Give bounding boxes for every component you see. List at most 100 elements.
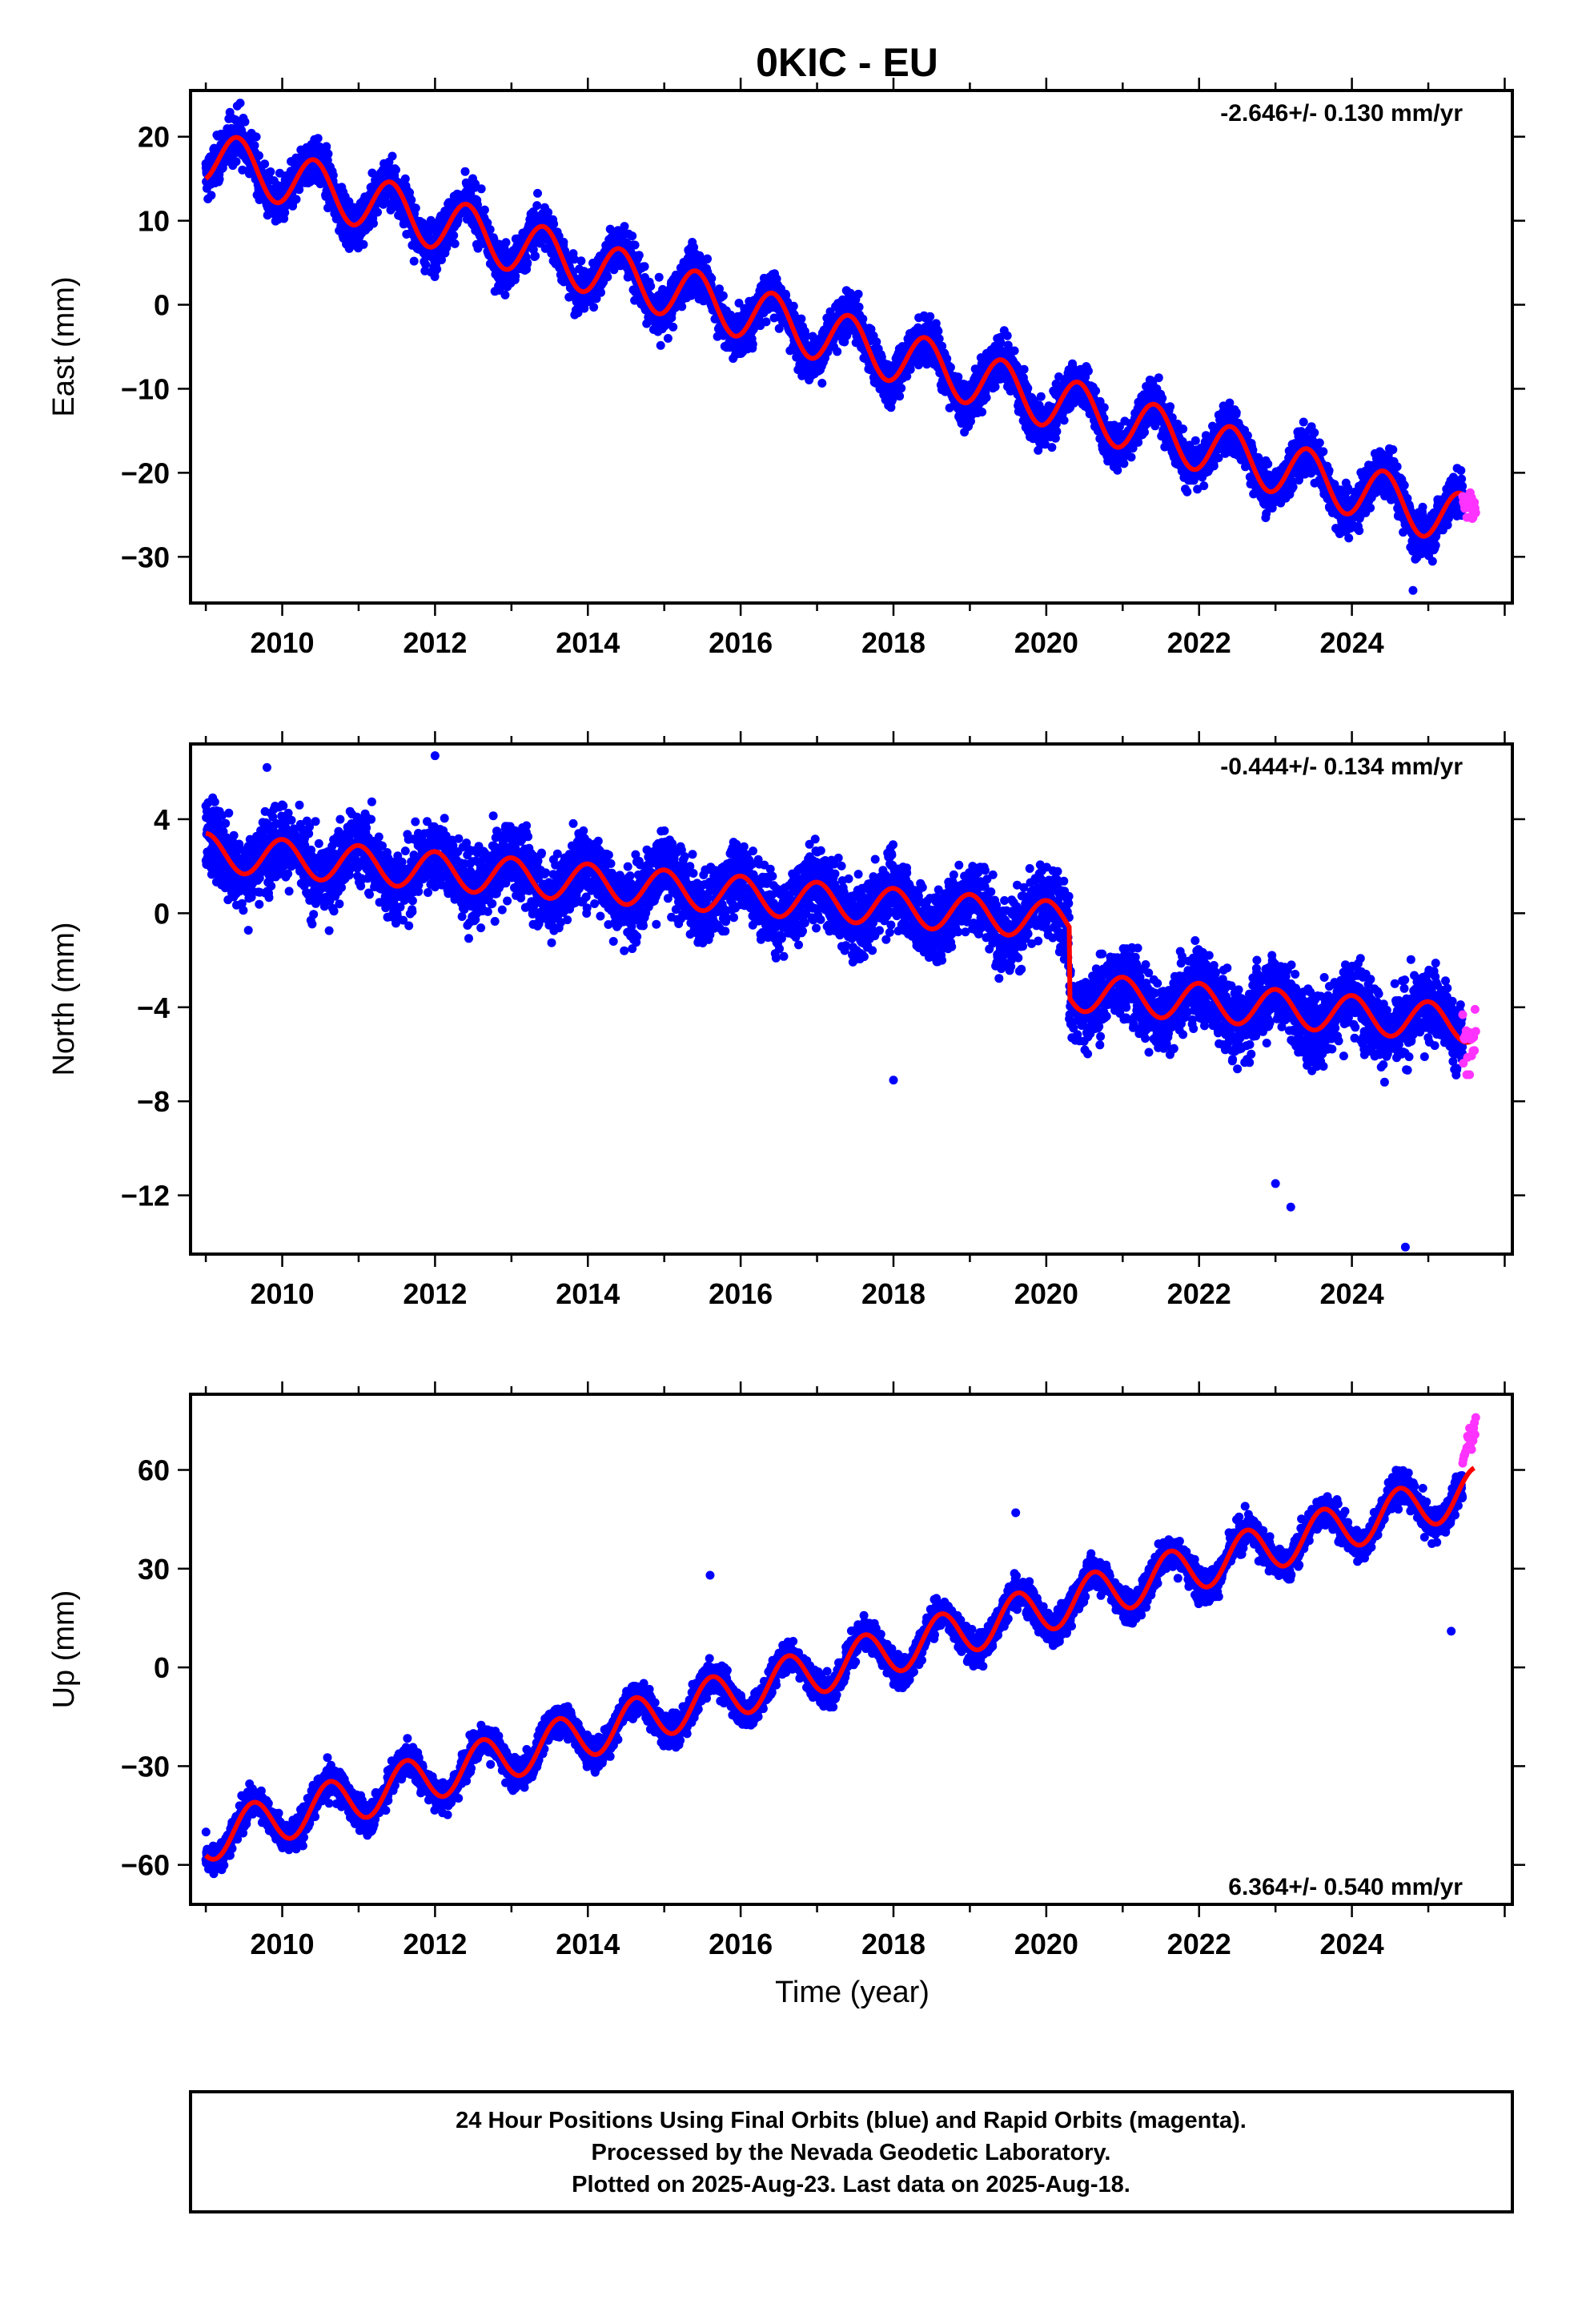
data-point	[669, 322, 678, 332]
data-point	[523, 258, 532, 267]
data-point	[748, 340, 757, 349]
data-point	[251, 132, 261, 142]
data-point	[250, 141, 259, 151]
data-point	[476, 184, 486, 194]
data-point	[1059, 416, 1069, 425]
data-point	[630, 240, 640, 250]
panel-east: 2010 2012 2014 2016 2018 2020 2022 202420100−10…	[47, 78, 1525, 659]
data-point	[990, 382, 1000, 392]
data-point	[485, 225, 495, 235]
data-point	[978, 408, 987, 416]
data-point	[1231, 408, 1241, 417]
data-point	[215, 175, 224, 184]
data-point	[409, 256, 419, 266]
data-point	[926, 312, 935, 321]
data-point	[1158, 393, 1167, 403]
data-point	[501, 238, 511, 247]
panels: 2010 2012 2014 2016 2018 2020 2022 202420100−10…	[47, 78, 1525, 2009]
data-point	[387, 151, 397, 161]
data-point	[663, 334, 673, 343]
data-point	[853, 289, 863, 299]
data-point	[1182, 487, 1192, 497]
data-point	[411, 203, 420, 213]
data-point	[531, 251, 540, 261]
data-point	[430, 272, 440, 281]
data-point	[240, 117, 250, 127]
data-point	[313, 134, 323, 143]
data-point	[407, 195, 416, 205]
data-point	[260, 159, 270, 169]
data-point	[628, 231, 637, 241]
data-point	[379, 199, 388, 209]
data-point	[255, 151, 263, 160]
data-point	[982, 393, 991, 402]
data-point	[450, 239, 460, 248]
data-point	[646, 281, 656, 291]
data-point	[322, 142, 331, 151]
data-point	[559, 237, 568, 247]
data-point	[266, 167, 275, 176]
data-point	[1119, 459, 1129, 468]
data-point	[500, 290, 510, 300]
data-point	[897, 384, 906, 393]
data-point	[1154, 373, 1163, 383]
data-point	[703, 254, 712, 263]
data-point	[369, 219, 378, 228]
data-point	[432, 264, 442, 274]
data-point	[471, 179, 480, 189]
data-point	[1113, 465, 1122, 475]
data-point	[328, 171, 338, 180]
data-point	[511, 271, 520, 281]
data-point	[576, 256, 586, 266]
data-point	[946, 363, 955, 372]
data-point	[603, 272, 612, 282]
data-point	[460, 167, 470, 176]
data-point	[640, 262, 649, 271]
data-point	[1002, 331, 1012, 340]
data-point	[654, 272, 664, 282]
plot-area	[201, 99, 1480, 595]
data-point	[620, 222, 629, 231]
chart-title: 0KIC - EU	[756, 40, 938, 85]
data-point	[1178, 424, 1188, 434]
data-point	[400, 174, 410, 183]
data-point	[1126, 452, 1136, 462]
data-point	[1036, 392, 1046, 401]
data-point	[789, 301, 798, 311]
data-point	[533, 188, 542, 198]
data-point	[1023, 384, 1033, 393]
data-point	[858, 314, 868, 324]
data-point	[1091, 386, 1101, 396]
data-point	[291, 195, 301, 204]
data-point	[854, 302, 864, 312]
data-point	[1083, 366, 1093, 376]
data-point	[1191, 436, 1200, 445]
data-point	[1047, 443, 1057, 452]
data-point	[797, 314, 806, 324]
data-point	[1199, 481, 1209, 491]
data-point	[1052, 427, 1062, 436]
data-point	[405, 187, 414, 197]
data-point	[833, 347, 842, 356]
data-point	[1019, 364, 1029, 374]
data-point	[480, 205, 489, 215]
data-point	[549, 219, 559, 229]
data-point	[718, 291, 728, 300]
data-point	[231, 157, 241, 167]
data-point	[1166, 402, 1175, 412]
data-point	[391, 165, 400, 175]
data-point	[532, 201, 542, 211]
data-point	[1010, 346, 1019, 356]
data-point	[421, 259, 431, 269]
data-point	[359, 239, 368, 249]
data-point	[934, 327, 943, 336]
data-point	[817, 379, 827, 388]
data-point	[761, 317, 771, 327]
data-point	[373, 207, 382, 217]
data-point	[1099, 403, 1109, 412]
data-point	[207, 191, 216, 200]
data-point	[596, 287, 605, 297]
data-point	[656, 340, 665, 350]
